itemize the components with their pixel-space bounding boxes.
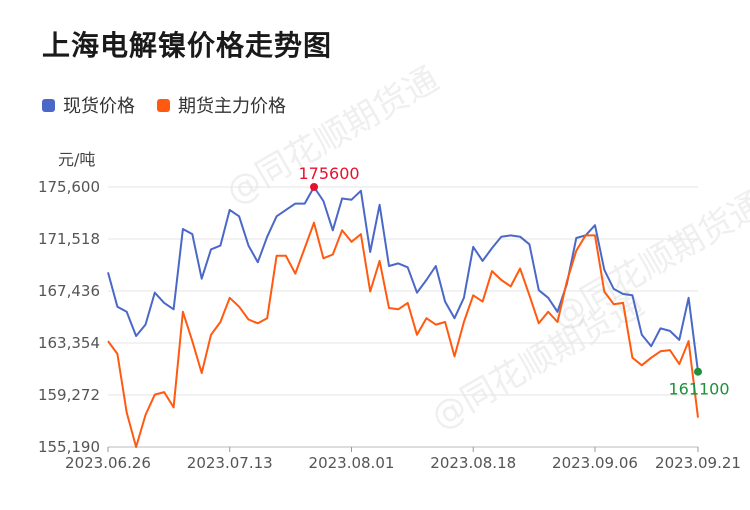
legend-swatch-futures <box>157 98 170 112</box>
legend-label-futures: 期货主力价格 <box>178 96 286 117</box>
legend: 现货价格 期货主力价格 <box>42 92 286 118</box>
series-line-futures <box>107 221 699 448</box>
x-tick-label: 2023.07.13 <box>187 454 273 472</box>
watermark-text: @同花顺期货通 <box>220 59 446 213</box>
x-tick-label: 2023.09.21 <box>655 454 741 472</box>
y-tick-label: 171,518 <box>38 230 100 248</box>
legend-item-spot[interactable]: 现货价格 <box>42 92 135 118</box>
y-tick-label: 175,600 <box>38 178 100 196</box>
y-tick-label: 159,272 <box>38 386 100 404</box>
x-tick-label: 2023.09.06 <box>552 454 638 472</box>
x-axis: 2023.06.26 2023.07.13 2023.08.01 2023.08.18… <box>65 447 741 472</box>
series-line-spot <box>107 186 699 372</box>
annotation-label: 161100 <box>668 380 729 399</box>
annotation-point <box>694 367 702 376</box>
y-axis: 175,600 171,518 167,436 163,354 159,272 155,1… <box>38 178 100 456</box>
legend-label-spot: 现货价格 <box>63 96 135 117</box>
y-tick-label: 167,436 <box>38 282 100 300</box>
legend-swatch-spot <box>42 98 55 112</box>
annotations: 175600 161100 <box>298 164 729 399</box>
annotation-point <box>310 183 319 191</box>
chart-title: 上海电解镍价格走势图 <box>42 29 333 62</box>
x-tick-label: 2023.08.01 <box>309 454 395 472</box>
legend-item-futures[interactable]: 期货主力价格 <box>157 92 286 118</box>
series-lines <box>107 186 699 448</box>
x-tick-label: 2023.08.18 <box>430 454 516 472</box>
y-tick-label: 155,190 <box>38 438 100 456</box>
annotation-label: 175600 <box>298 164 359 183</box>
y-axis-unit: 元/吨 <box>58 150 96 169</box>
x-tick-label: 2023.06.26 <box>65 454 151 472</box>
grid <box>108 186 698 448</box>
y-tick-label: 163,354 <box>38 334 100 352</box>
